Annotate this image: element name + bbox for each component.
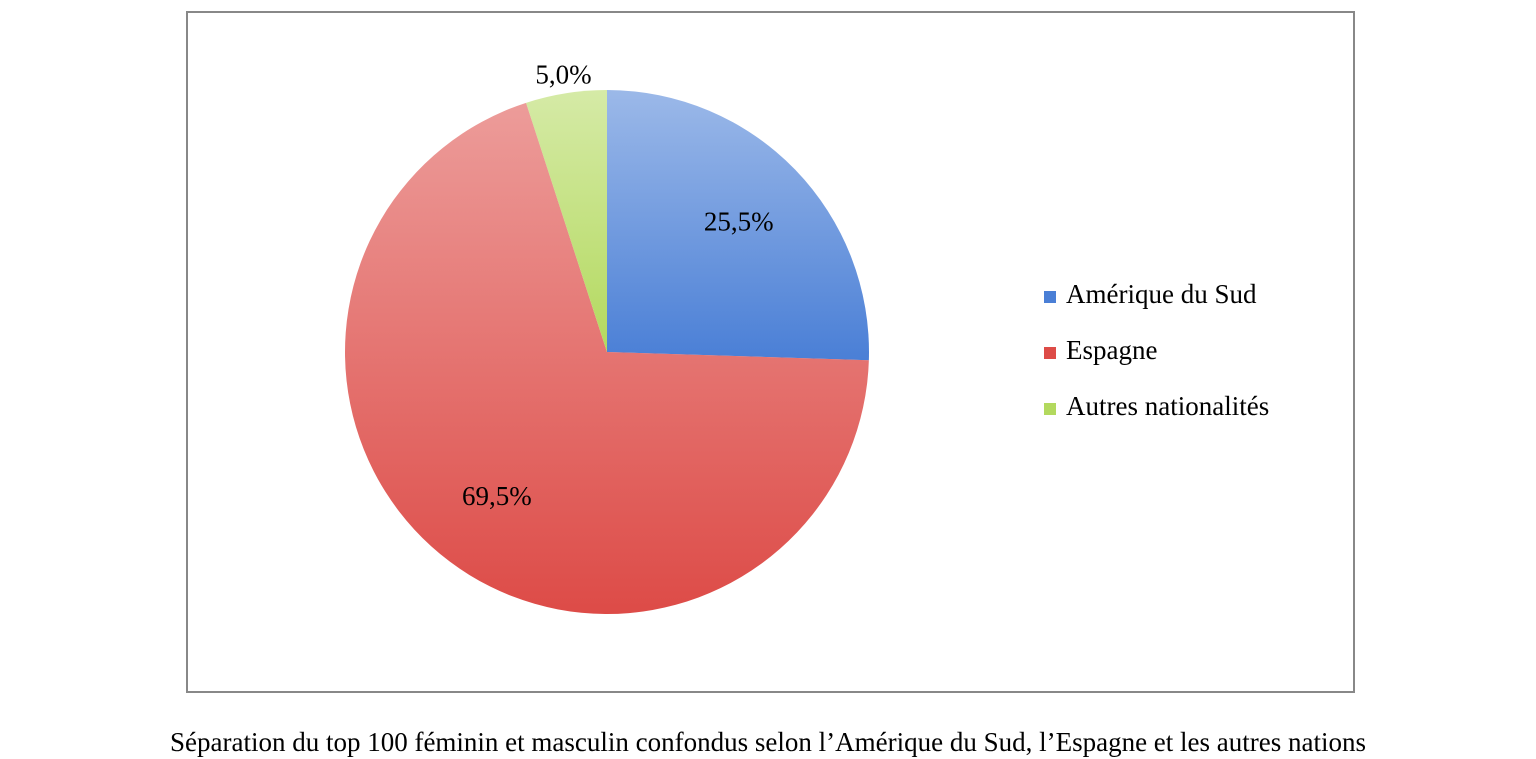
legend-label: Autres nationalités [1066, 391, 1269, 421]
pie-slice [345, 102, 869, 615]
data-label: 5,0% [535, 60, 591, 90]
legend-swatch [1044, 347, 1056, 359]
legend-label: Espagne [1066, 335, 1157, 365]
chart-caption: Séparation du top 100 féminin et masculi… [170, 727, 1366, 757]
legend-label: Amérique du Sud [1066, 279, 1257, 309]
data-label: 25,5% [704, 207, 774, 237]
legend-swatch [1044, 403, 1056, 415]
legend-swatch [1044, 291, 1056, 303]
data-label: 69,5% [462, 481, 532, 511]
pie-slice [607, 90, 869, 361]
pie-slice [526, 90, 607, 352]
